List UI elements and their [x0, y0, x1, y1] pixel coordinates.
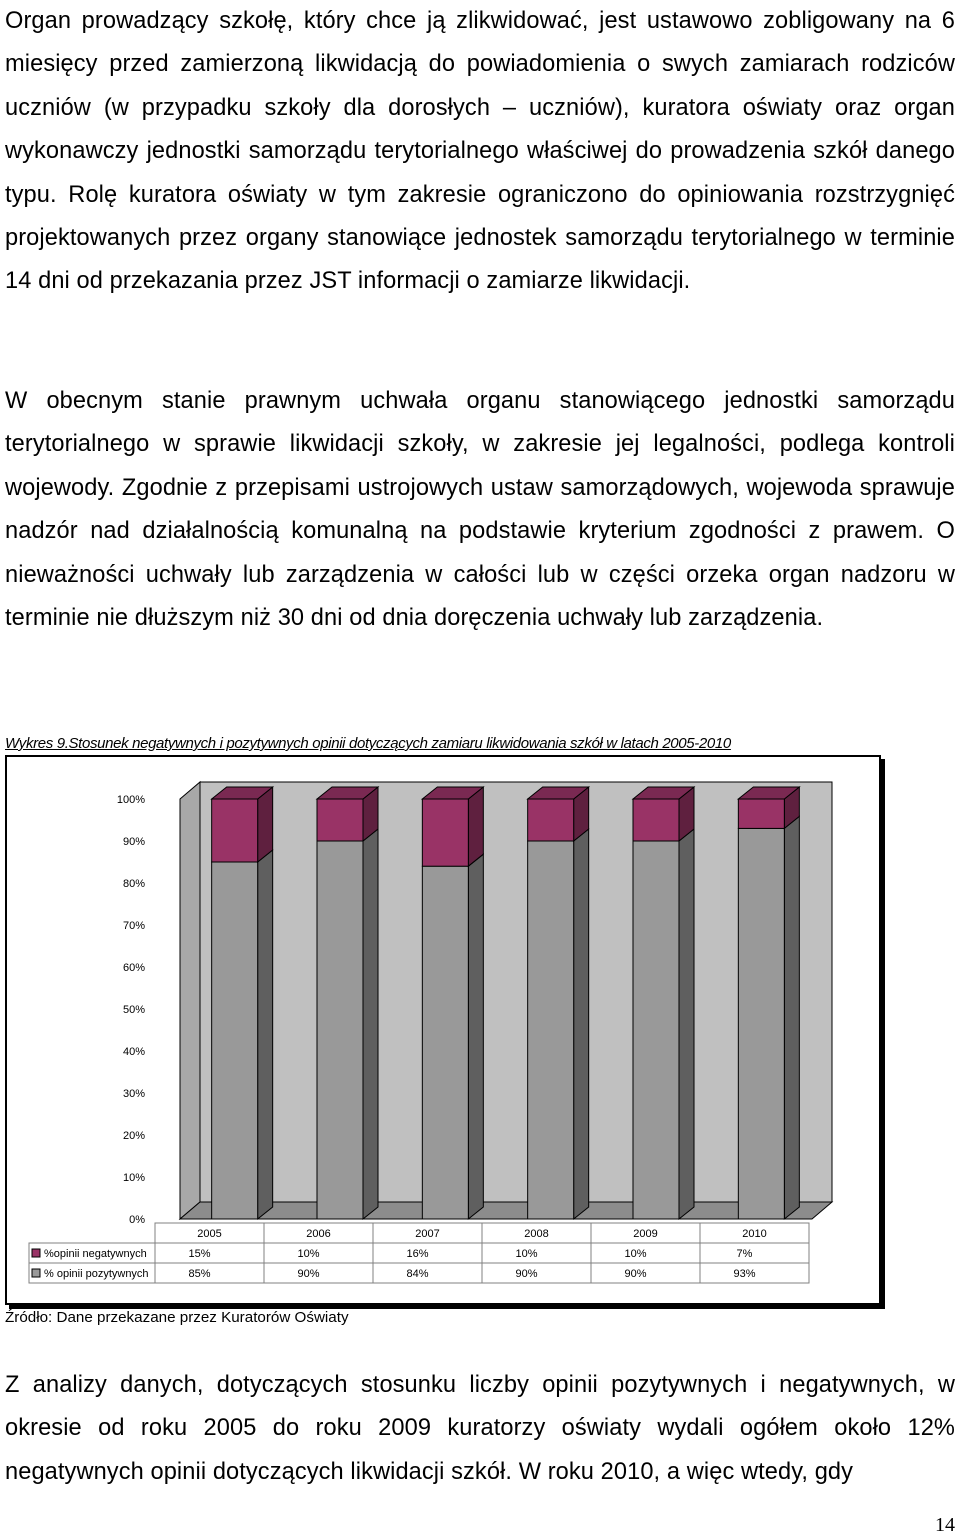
y-tick-label: 10%	[123, 1172, 145, 1184]
bar-segment-negative	[421, 798, 469, 867]
y-tick-label: 90%	[123, 836, 145, 848]
paragraph-intro: Organ prowadzący szkołę, który chce ją z…	[5, 8, 955, 295]
data-label: 7%	[737, 1248, 753, 1260]
legend-label: %opinii negatywnych	[44, 1248, 147, 1260]
data-label: 84%	[406, 1268, 428, 1280]
chart-back-wall	[199, 781, 833, 1203]
data-label: 90%	[515, 1268, 537, 1280]
bar-segment-positive	[737, 827, 785, 1220]
bar-segment-negative-top	[736, 786, 801, 800]
x-tick-label: 2010	[742, 1228, 766, 1240]
legend-swatch	[31, 1268, 41, 1278]
data-label: 15%	[188, 1248, 210, 1260]
y-tick-label: 50%	[123, 1004, 145, 1016]
y-tick-label: 30%	[123, 1088, 145, 1100]
y-tick-label: 80%	[123, 878, 145, 890]
bar-segment-negative-top	[526, 786, 591, 800]
bar-segment-negative-side	[467, 785, 484, 868]
bar-segment-positive-side	[783, 815, 800, 1221]
chart-side-wall	[179, 780, 201, 1221]
data-label: 90%	[297, 1268, 319, 1280]
bar-segment-positive	[211, 861, 259, 1220]
y-tick-label: 20%	[123, 1130, 145, 1142]
data-label: 10%	[624, 1248, 646, 1260]
bar-segment-positive	[527, 840, 575, 1220]
source-note: Źródło: Dane przekazane przez Kuratorów …	[5, 1309, 349, 1326]
chart-frame: 0% 10% 20% 30% 40% 50% 60% 70% 80% 90% 100% 2005 200…	[5, 755, 881, 1305]
bar-segment-positive-side	[257, 848, 274, 1221]
bar-segment-negative-top	[420, 786, 485, 800]
bar-segment-negative	[527, 798, 575, 842]
legend-label: % opinii pozytywnych	[44, 1268, 149, 1280]
bar-segment-negative-top	[631, 786, 696, 800]
bar-segment-negative-side	[257, 785, 274, 864]
data-label: 16%	[406, 1248, 428, 1260]
bar-segment-positive	[421, 865, 469, 1220]
y-tick-label: 100%	[117, 794, 145, 806]
x-tick-label: 2009	[633, 1228, 657, 1240]
stacked-bar-chart: 0% 10% 20% 30% 40% 50% 60% 70% 80% 90% 100% 2005 200…	[28, 780, 834, 1284]
bar-segment-negative	[737, 798, 785, 829]
chart-floor	[178, 1201, 834, 1220]
x-tick-label: 2007	[415, 1228, 439, 1240]
data-label: 10%	[297, 1248, 319, 1260]
y-tick-label: 60%	[123, 962, 145, 974]
legend-swatch	[31, 1248, 41, 1258]
x-tick-label: 2008	[524, 1228, 548, 1240]
y-tick-label: 40%	[123, 1046, 145, 1058]
bar-segment-positive	[316, 840, 364, 1220]
bar-segment-negative	[632, 798, 680, 842]
bar-segment-positive-side	[467, 853, 484, 1221]
data-label: 10%	[515, 1248, 537, 1260]
paragraph-analysis: Z analizy danych, dotyczących stosunku l…	[5, 1372, 955, 1485]
data-label: 93%	[733, 1268, 755, 1280]
bar-segment-positive-side	[678, 827, 695, 1221]
bar-segment-positive-side	[362, 827, 379, 1221]
data-label: 85%	[188, 1268, 210, 1280]
bar-segment-positive	[632, 840, 680, 1220]
y-tick-label: 70%	[123, 920, 145, 932]
paragraph-legal-supervision: W obecnym stanie prawnym uchwała organu …	[5, 388, 955, 632]
bar-segment-negative-top	[210, 786, 275, 800]
x-tick-label: 2006	[306, 1228, 330, 1240]
bar-segment-negative	[316, 798, 364, 842]
bar-segment-positive-side	[573, 827, 590, 1221]
chart-caption: Wykres 9.Stosunek negatywnych i pozytywn…	[5, 735, 731, 752]
bar-segment-negative-top	[315, 786, 380, 800]
bar-segment-negative	[211, 798, 259, 863]
page-number: 14	[935, 1514, 955, 1536]
data-label: 90%	[624, 1268, 646, 1280]
y-tick-label: 0%	[129, 1214, 145, 1226]
x-tick-label: 2005	[197, 1228, 221, 1240]
